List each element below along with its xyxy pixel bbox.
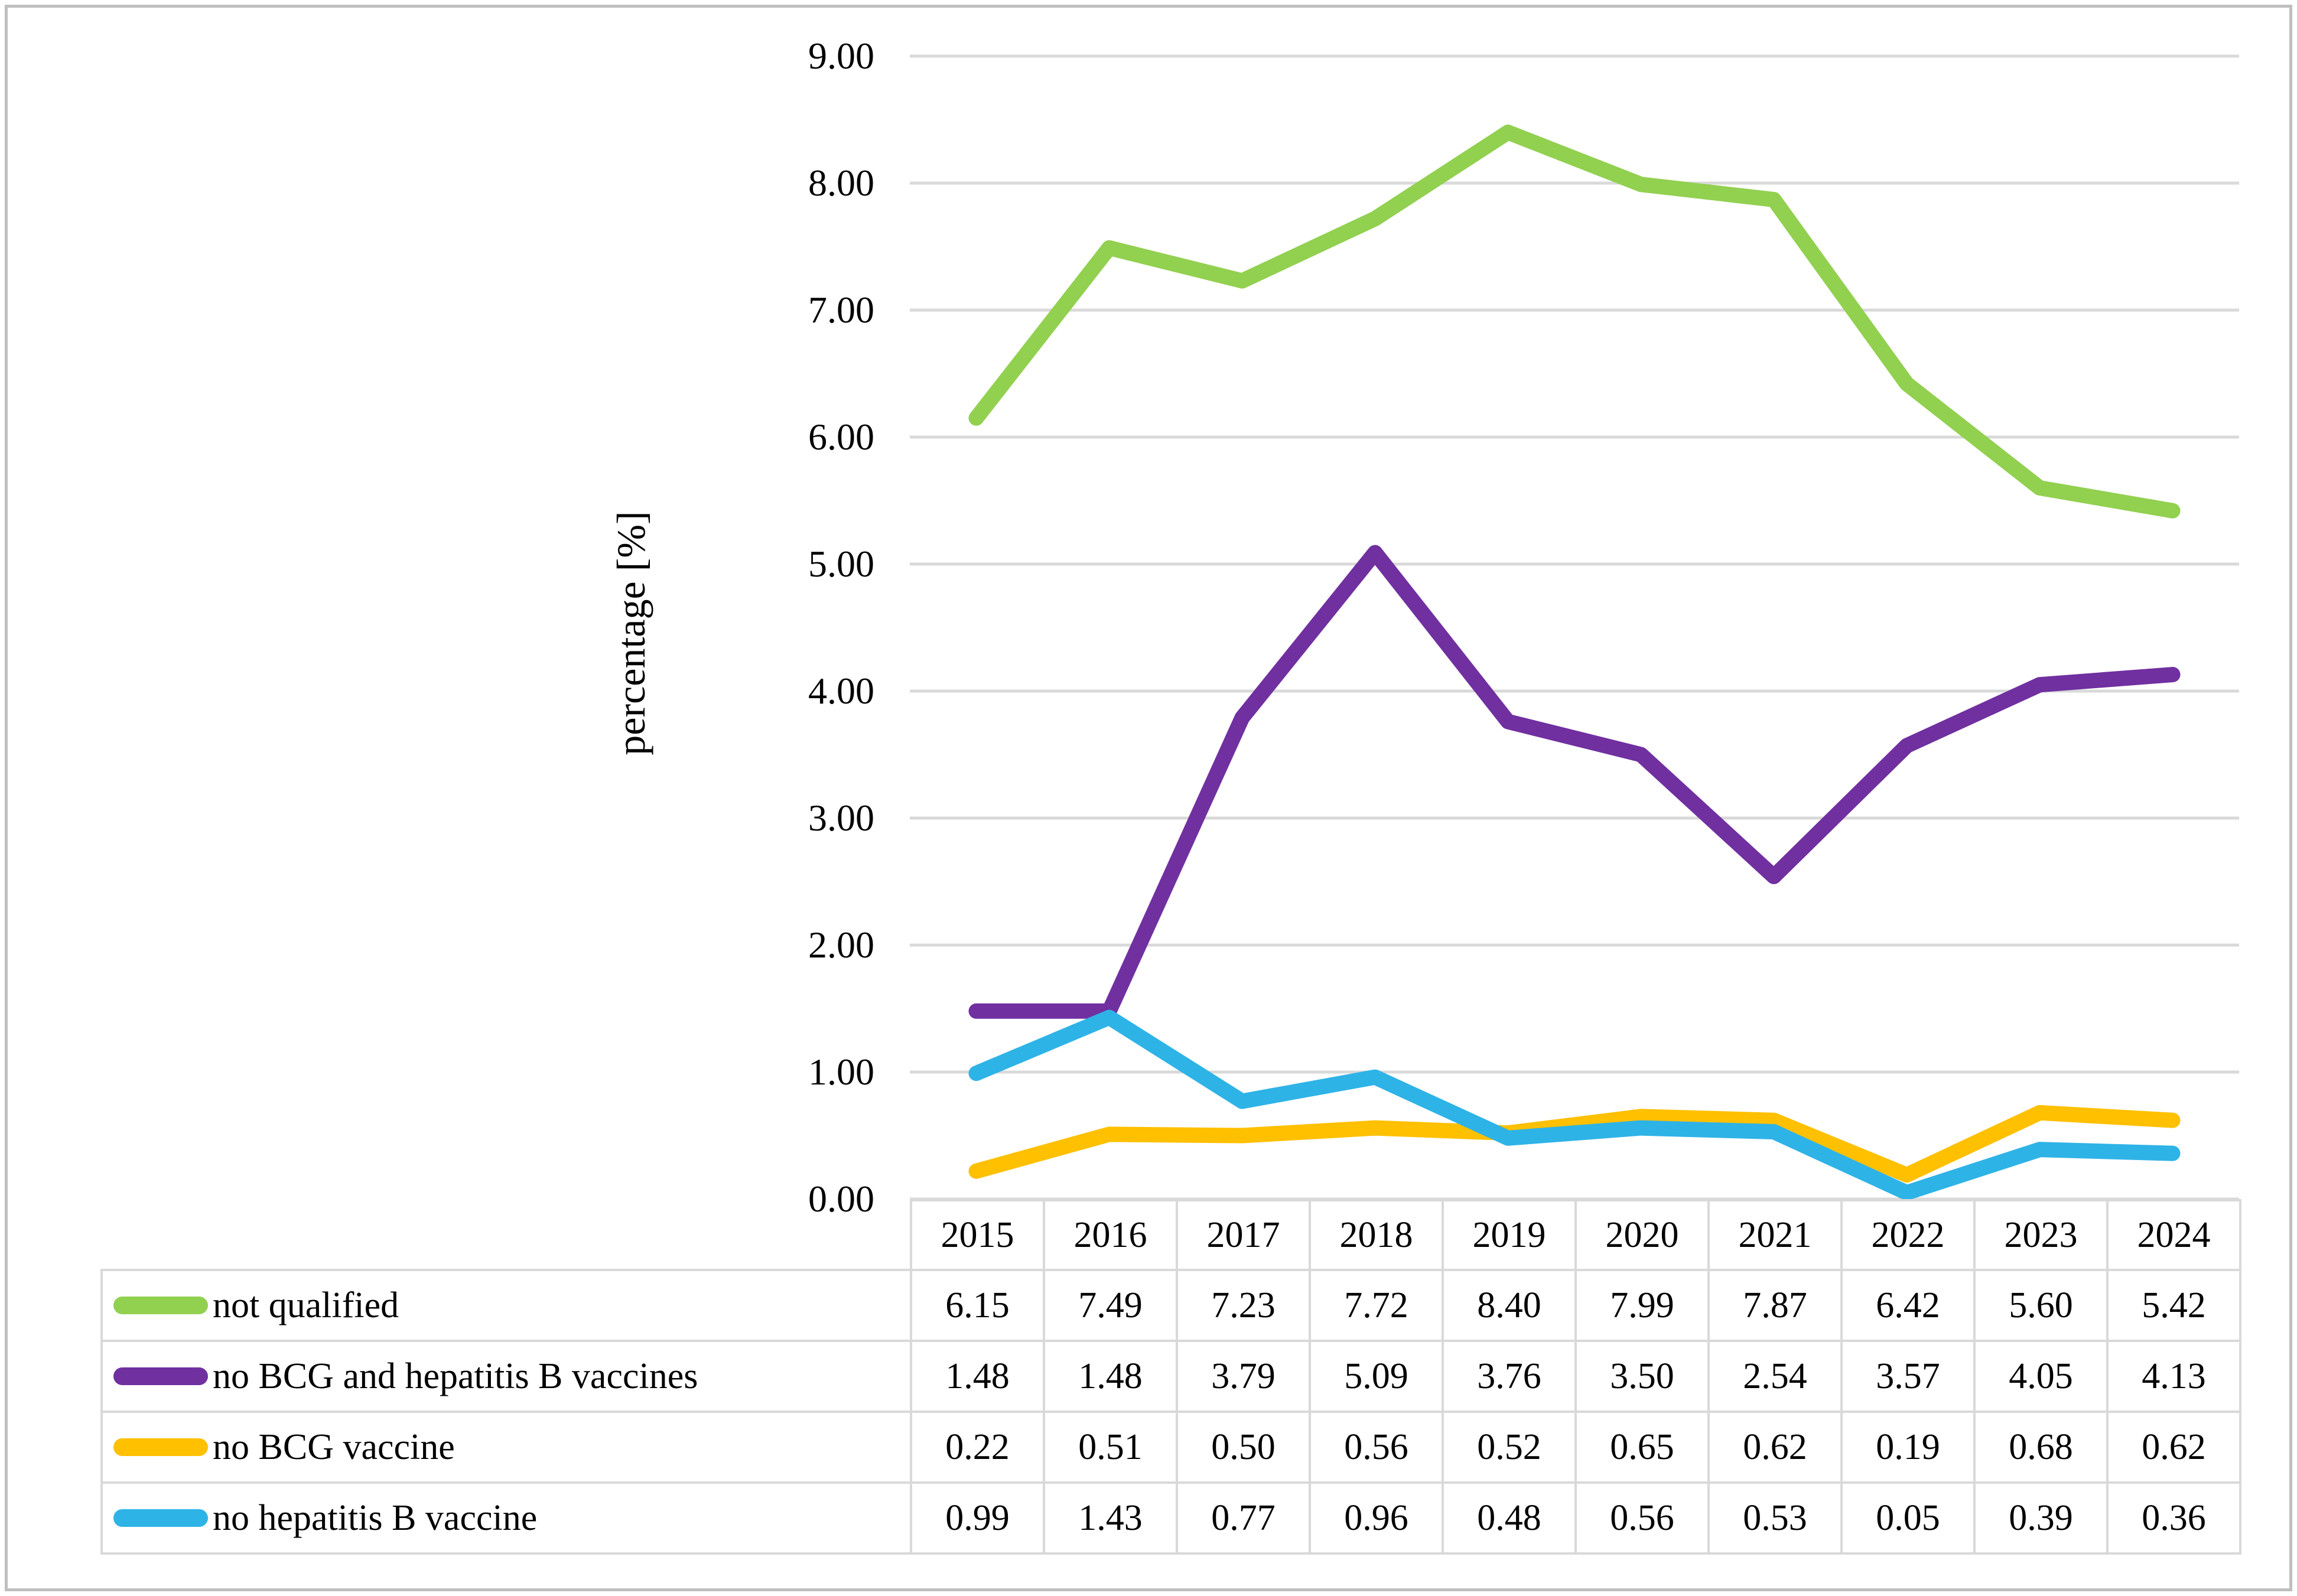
series-line-no-hepatitis-b-vaccine [968, 1009, 2181, 1201]
legend-label: no BCG and hepatitis B vaccines [213, 1356, 698, 1396]
value-cell: 3.57 [1840, 1340, 1976, 1413]
year-header-cell: 2017 [1176, 1199, 1311, 1271]
value-cell: 5.09 [1309, 1340, 1444, 1413]
series-lines [968, 125, 2181, 1201]
value-cell: 0.99 [910, 1481, 1045, 1555]
value-cell: 6.15 [910, 1269, 1045, 1342]
value-cell: 7.87 [1707, 1269, 1843, 1342]
y-axis-tick-label: 0.00 [808, 1178, 874, 1220]
year-header-cell: 2019 [1442, 1199, 1577, 1271]
legend-item: not qualified [100, 1269, 912, 1342]
y-axis-title: percentage [%] [609, 511, 653, 755]
value-cell: 5.42 [2106, 1269, 2241, 1342]
data-table: 2015 2016 2017 2018 2019 2020 2021 2022 2023 2024… [100, 1199, 2241, 1555]
value-cell: 0.77 [1176, 1481, 1311, 1555]
value-cell: 0.96 [1309, 1481, 1444, 1555]
legend-item: no hepatitis B vaccine [100, 1481, 912, 1555]
y-axis-tick-label: 4.00 [808, 670, 874, 712]
legend-label: no hepatitis B vaccine [213, 1497, 538, 1538]
value-cell: 3.50 [1574, 1340, 1710, 1413]
value-cell: 5.60 [1973, 1269, 2109, 1342]
value-cell: 0.05 [1840, 1481, 1976, 1555]
value-cell: 0.22 [910, 1411, 1045, 1484]
series-line-not-qualified [968, 125, 2181, 519]
value-cell: 7.49 [1043, 1269, 1178, 1342]
value-cell: 4.05 [1973, 1340, 2109, 1413]
value-cell: 0.62 [2106, 1411, 2241, 1484]
value-cell: 7.99 [1574, 1269, 1710, 1342]
legend-item: no BCG vaccine [100, 1411, 912, 1484]
value-cell: 7.72 [1309, 1269, 1444, 1342]
y-axis-tick-label: 3.00 [808, 797, 874, 839]
value-cell: 0.62 [1707, 1411, 1843, 1484]
value-cell: 0.51 [1043, 1411, 1178, 1484]
table-row: no hepatitis B vaccine 0.99 1.43 0.77 0.96 0.… [100, 1481, 2241, 1555]
value-cell: 4.13 [2106, 1340, 2241, 1413]
value-cell: 2.54 [1707, 1340, 1843, 1413]
value-cell: 1.48 [910, 1340, 1045, 1413]
value-cell: 0.48 [1442, 1481, 1577, 1555]
value-cell: 0.65 [1574, 1411, 1710, 1484]
value-cell: 3.76 [1442, 1340, 1577, 1413]
year-header-cell: 2022 [1840, 1199, 1976, 1271]
value-cell: 3.79 [1176, 1340, 1311, 1413]
y-axis-tick-label: 7.00 [808, 289, 874, 331]
value-cell: 0.39 [1973, 1481, 2109, 1555]
y-axis-tick-label: 9.00 [808, 35, 874, 77]
series-line-no-bcg-vaccine [968, 1105, 2181, 1183]
legend-label: not qualified [213, 1285, 399, 1325]
year-header-cell: 2018 [1309, 1199, 1444, 1271]
year-header-cell: 2020 [1574, 1199, 1710, 1271]
value-cell: 0.68 [1973, 1411, 2109, 1484]
year-header-cell: 2015 [910, 1199, 1045, 1271]
year-header-cell: 2023 [1973, 1199, 2109, 1271]
y-axis-tick-label: 2.00 [808, 924, 874, 966]
year-header-cell: 2016 [1043, 1199, 1178, 1271]
table-row: no BCG and hepatitis B vaccines 1.48 1.48 3… [100, 1340, 2241, 1413]
legend-key-swatch [113, 1509, 208, 1527]
legend-key-swatch [113, 1367, 208, 1385]
value-cell: 7.23 [1176, 1269, 1311, 1342]
y-axis-tick-label: 8.00 [808, 162, 874, 204]
table-corner-empty [102, 1200, 911, 1270]
table-row: not qualified 6.15 7.49 7.23 7.72 8.40 7.99 7.8… [100, 1269, 2241, 1342]
y-axis-tick-label: 6.00 [808, 416, 874, 458]
value-cell: 6.42 [1840, 1269, 1976, 1342]
y-axis-tick-label: 5.00 [808, 543, 874, 585]
horizontal-gridlines [910, 54, 2239, 1201]
series-line-no-bcg-and-hepatitis-b-vaccines [968, 545, 2181, 1019]
value-cell: 0.50 [1176, 1411, 1311, 1484]
y-axis-tick-label: 1.00 [808, 1051, 874, 1093]
value-cell: 1.43 [1043, 1481, 1178, 1555]
legend-item: no BCG and hepatitis B vaccines [100, 1340, 912, 1413]
value-cell: 8.40 [1442, 1269, 1577, 1342]
year-header-cell: 2021 [1707, 1199, 1843, 1271]
legend-key-swatch [113, 1438, 208, 1456]
legend-label: no BCG vaccine [213, 1426, 455, 1467]
value-cell: 0.56 [1309, 1411, 1444, 1484]
value-cell: 0.19 [1840, 1411, 1976, 1484]
legend-key-swatch [113, 1297, 208, 1314]
table-row: no BCG vaccine 0.22 0.51 0.50 0.56 0.52 0.65 0.… [100, 1411, 2241, 1484]
value-cell: 0.53 [1707, 1481, 1843, 1555]
value-cell: 0.56 [1574, 1481, 1710, 1555]
value-cell: 1.48 [1043, 1340, 1178, 1413]
value-cell: 0.36 [2106, 1481, 2241, 1555]
value-cell: 0.52 [1442, 1411, 1577, 1484]
year-header-cell: 2024 [2106, 1199, 2241, 1271]
